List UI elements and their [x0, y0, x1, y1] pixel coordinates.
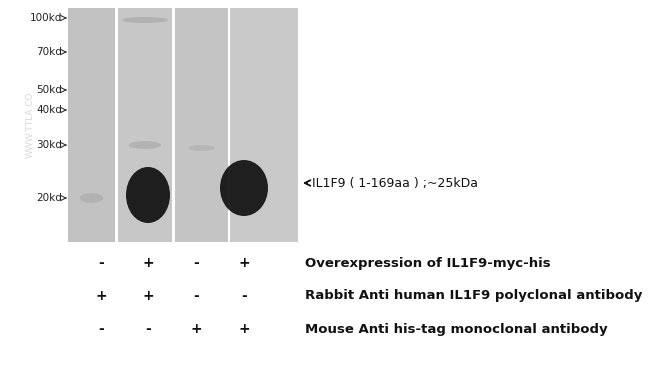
Text: 50kd: 50kd — [36, 85, 62, 95]
Text: -: - — [193, 289, 199, 303]
Text: +: + — [238, 256, 250, 270]
Text: -: - — [98, 322, 104, 336]
Text: -: - — [98, 256, 104, 270]
Text: 100kd: 100kd — [30, 13, 62, 23]
Bar — [175, 8, 228, 242]
Text: 40kd: 40kd — [36, 105, 62, 115]
Text: +: + — [95, 289, 107, 303]
Ellipse shape — [80, 193, 103, 203]
Ellipse shape — [188, 145, 215, 151]
Text: +: + — [238, 322, 250, 336]
Text: 30kd: 30kd — [36, 140, 62, 150]
Text: +: + — [142, 289, 154, 303]
Ellipse shape — [122, 17, 168, 23]
Bar — [118, 8, 172, 242]
Text: Mouse Anti his-tag monoclonal antibody: Mouse Anti his-tag monoclonal antibody — [305, 322, 608, 336]
Text: WWW.TTLA.CO: WWW.TTLA.CO — [25, 92, 34, 158]
Text: +: + — [190, 322, 202, 336]
Text: Rabbit Anti human IL1F9 polyclonal antibody: Rabbit Anti human IL1F9 polyclonal antib… — [305, 290, 642, 303]
Ellipse shape — [126, 167, 170, 223]
Text: Overexpression of IL1F9-myc-his: Overexpression of IL1F9-myc-his — [305, 257, 551, 269]
Ellipse shape — [129, 141, 161, 149]
Bar — [230, 8, 298, 242]
Text: 70kd: 70kd — [36, 47, 62, 57]
Text: -: - — [241, 289, 247, 303]
Text: -: - — [145, 322, 151, 336]
Text: IL1F9 ( 1-169aa ) ;~25kDa: IL1F9 ( 1-169aa ) ;~25kDa — [312, 176, 478, 190]
Ellipse shape — [220, 160, 268, 216]
Text: 20kd: 20kd — [36, 193, 62, 203]
Text: -: - — [193, 256, 199, 270]
Text: +: + — [142, 256, 154, 270]
Bar — [68, 8, 115, 242]
